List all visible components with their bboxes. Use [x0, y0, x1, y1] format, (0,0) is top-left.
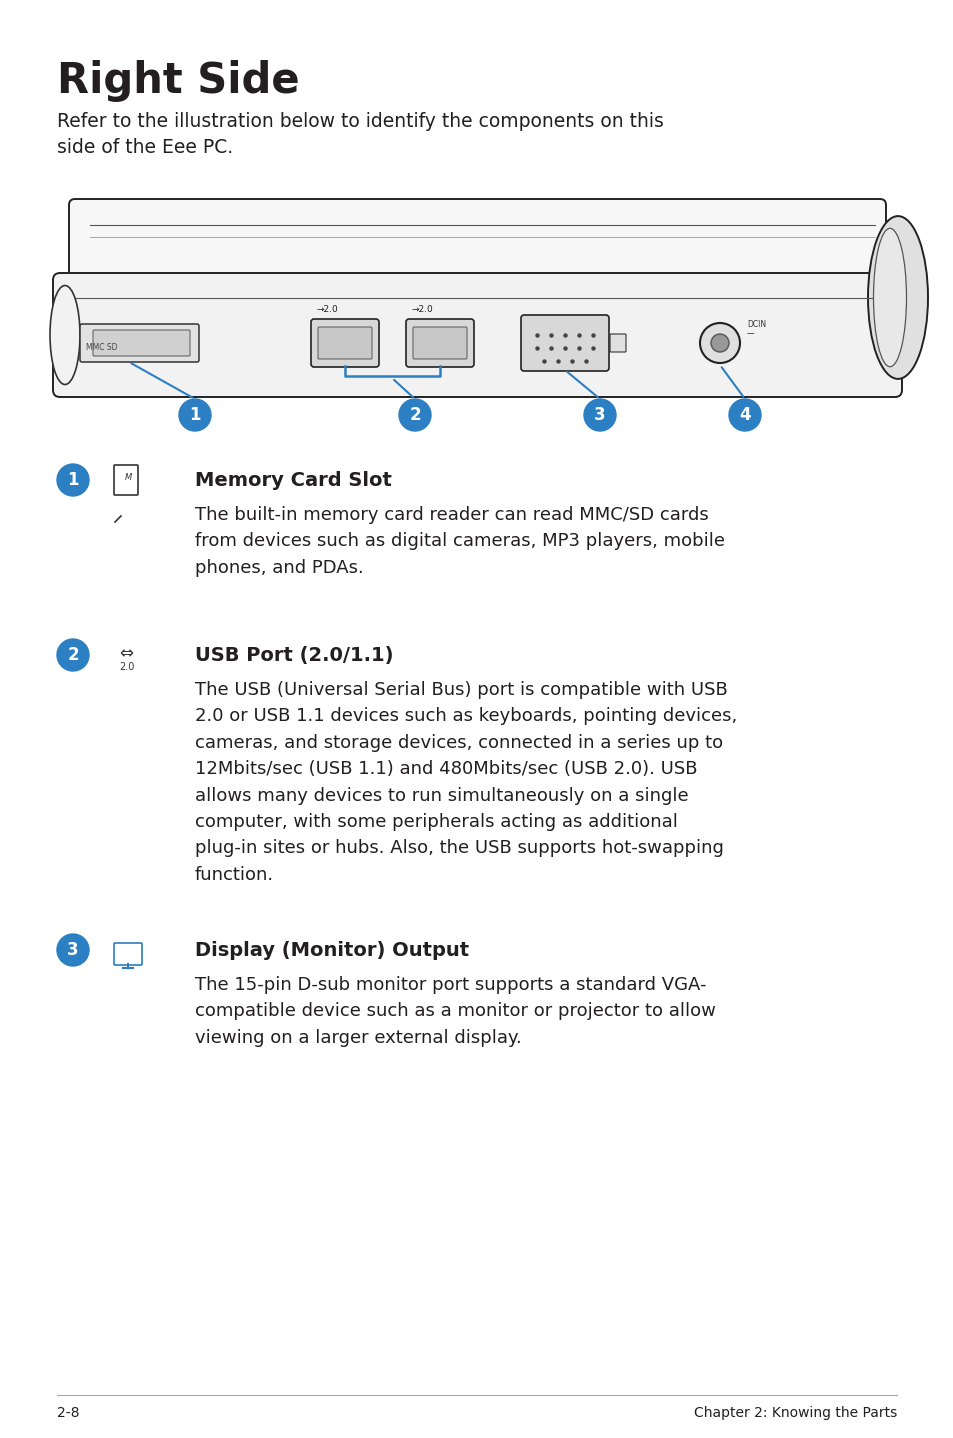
Text: M: M [124, 473, 132, 482]
Text: 3: 3 [594, 406, 605, 424]
Text: The 15-pin D-sub monitor port supports a standard VGA-
compatible device such as: The 15-pin D-sub monitor port supports a… [194, 976, 715, 1047]
Circle shape [700, 324, 740, 362]
FancyBboxPatch shape [69, 198, 885, 286]
Text: USB Port (2.0/1.1): USB Port (2.0/1.1) [194, 646, 393, 664]
FancyBboxPatch shape [609, 334, 625, 352]
Text: ⇔: ⇔ [119, 644, 132, 661]
Text: 2.0: 2.0 [119, 661, 134, 672]
Text: The USB (Universal Serial Bus) port is compatible with USB
2.0 or USB 1.1 device: The USB (Universal Serial Bus) port is c… [194, 682, 737, 884]
FancyBboxPatch shape [406, 319, 474, 367]
Text: →2.0: →2.0 [316, 305, 338, 315]
Text: 1: 1 [189, 406, 200, 424]
Circle shape [710, 334, 728, 352]
Circle shape [57, 464, 89, 496]
Text: DCIN
—: DCIN — [746, 319, 765, 338]
Circle shape [57, 638, 89, 672]
Text: 2-8: 2-8 [57, 1406, 79, 1419]
Text: 1: 1 [67, 472, 79, 489]
Ellipse shape [873, 229, 905, 367]
Ellipse shape [50, 286, 80, 384]
Circle shape [583, 398, 616, 431]
Circle shape [728, 398, 760, 431]
Circle shape [398, 398, 431, 431]
FancyBboxPatch shape [92, 329, 190, 357]
Text: MMC SD: MMC SD [86, 342, 117, 351]
Circle shape [179, 398, 211, 431]
FancyBboxPatch shape [311, 319, 378, 367]
Text: Display (Monitor) Output: Display (Monitor) Output [194, 940, 469, 959]
Text: →2.0: →2.0 [412, 305, 434, 315]
Text: Memory Card Slot: Memory Card Slot [194, 470, 392, 489]
Circle shape [57, 935, 89, 966]
Text: The built-in memory card reader can read MMC/SD cards
from devices such as digit: The built-in memory card reader can read… [194, 506, 724, 577]
FancyBboxPatch shape [520, 315, 608, 371]
Text: 2: 2 [67, 646, 79, 664]
Text: 3: 3 [67, 940, 79, 959]
Text: Right Side: Right Side [57, 60, 299, 102]
FancyBboxPatch shape [317, 326, 372, 360]
Text: Refer to the illustration below to identify the components on this
side of the E: Refer to the illustration below to ident… [57, 112, 663, 157]
Text: Chapter 2: Knowing the Parts: Chapter 2: Knowing the Parts [693, 1406, 896, 1419]
FancyBboxPatch shape [53, 273, 901, 397]
FancyBboxPatch shape [80, 324, 199, 362]
Text: 2: 2 [409, 406, 420, 424]
Text: 4: 4 [739, 406, 750, 424]
FancyBboxPatch shape [413, 326, 467, 360]
Ellipse shape [867, 216, 927, 378]
